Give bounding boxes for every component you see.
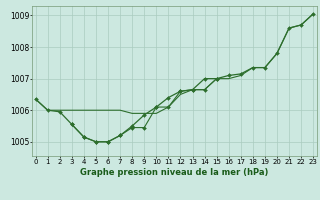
X-axis label: Graphe pression niveau de la mer (hPa): Graphe pression niveau de la mer (hPa) — [80, 168, 268, 177]
